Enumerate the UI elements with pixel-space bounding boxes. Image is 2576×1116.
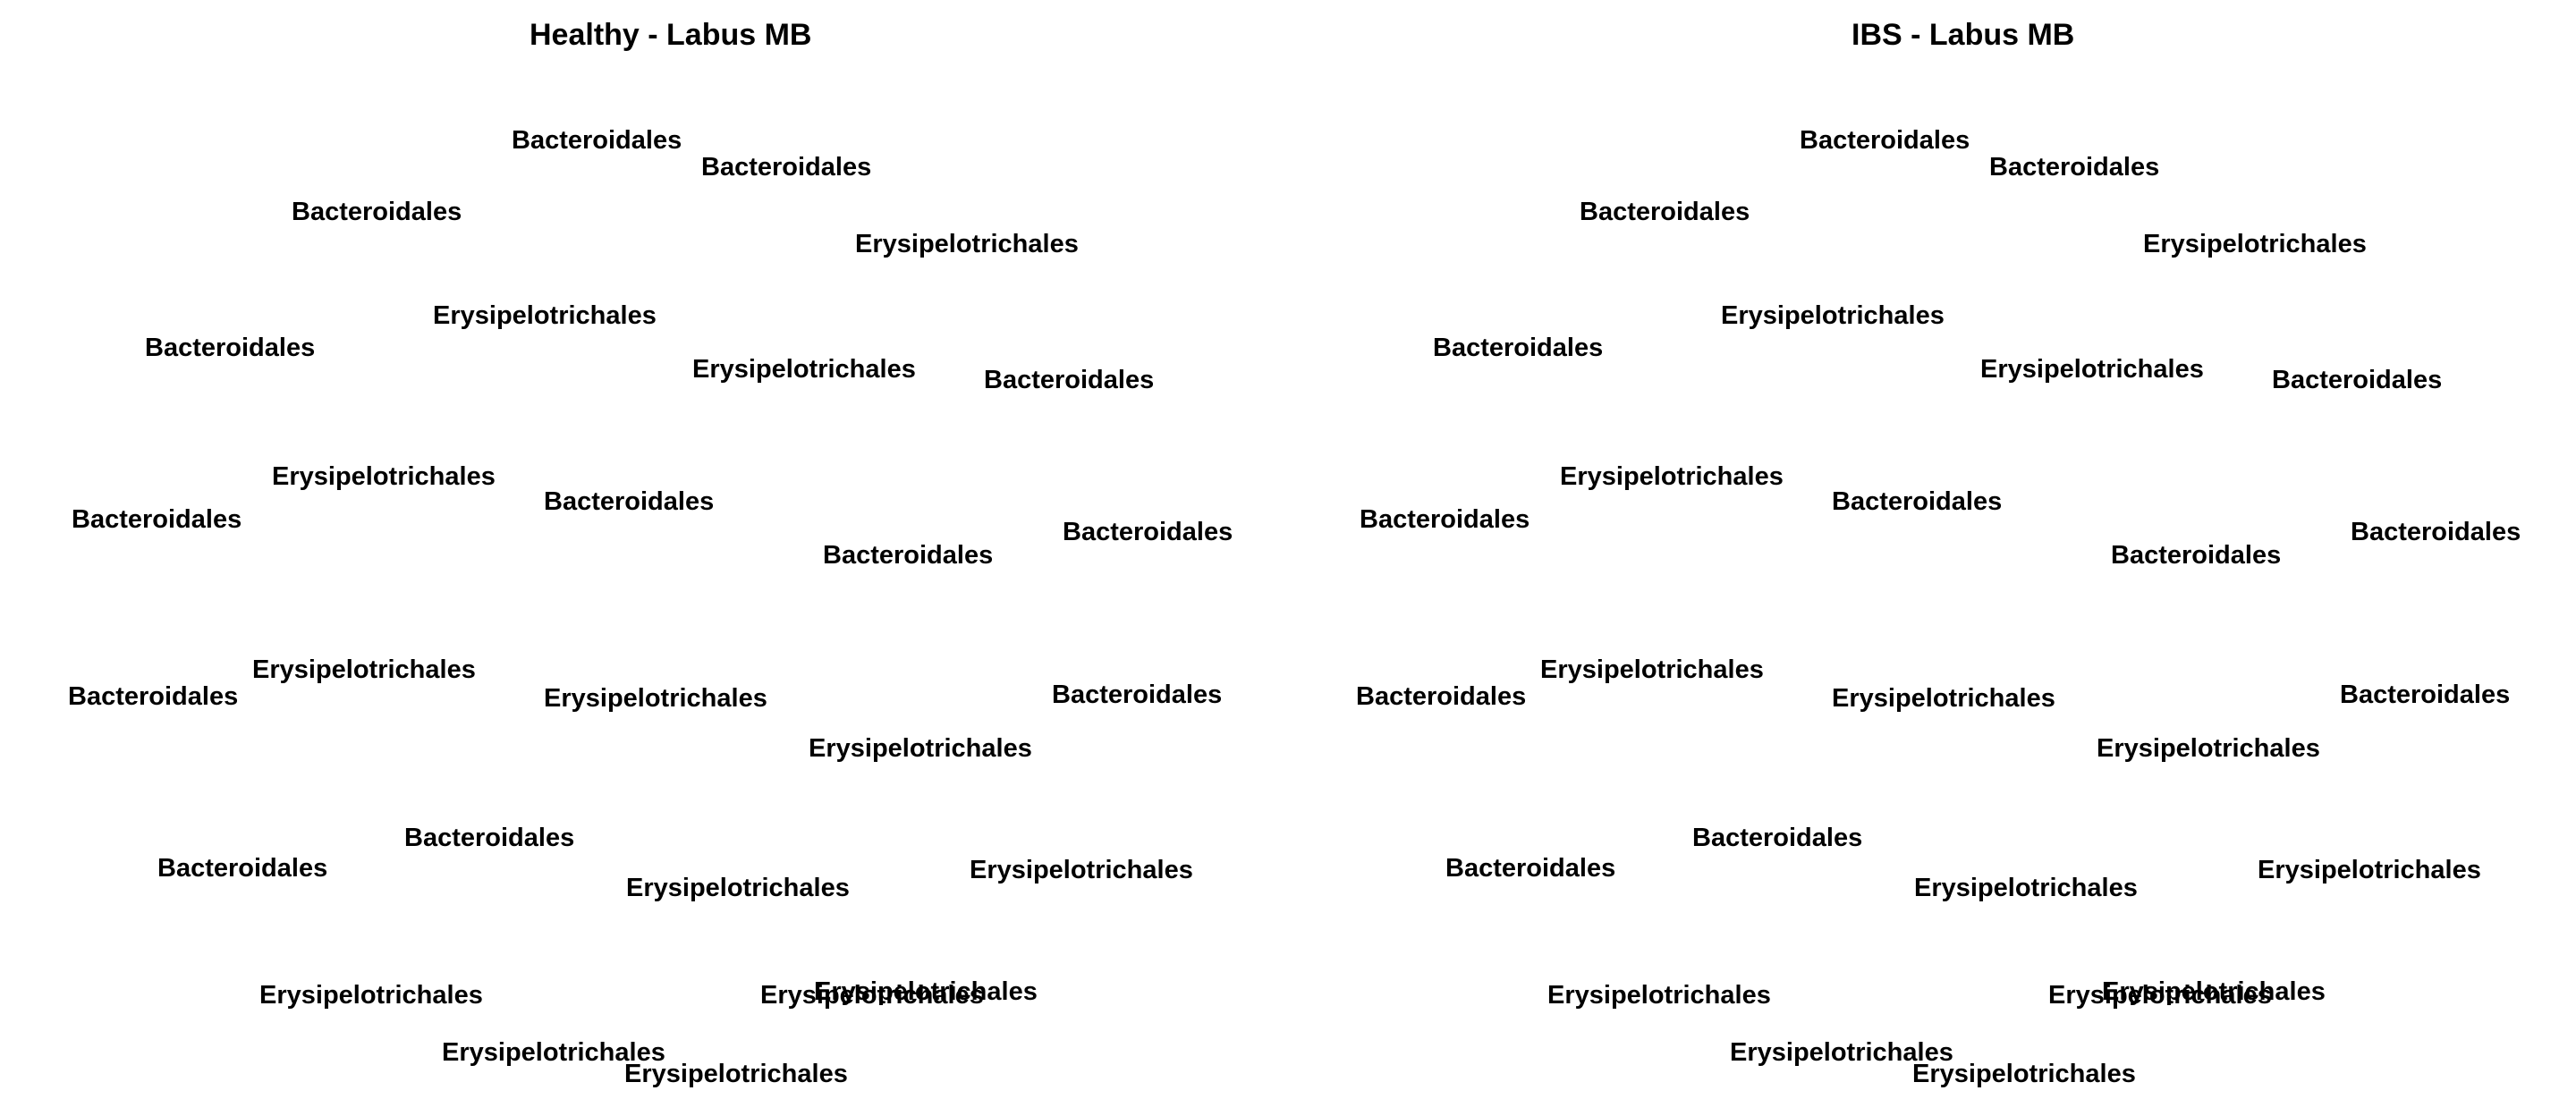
node-label: Erysipelotrichales [1914, 874, 2138, 902]
node-label: Bacteroidales [984, 366, 1155, 394]
node-label: Erysipelotrichales [2143, 230, 2367, 258]
node-label: Bacteroidales [145, 334, 316, 362]
node-label: Erysipelotrichales [1560, 462, 1784, 491]
node-label: Bacteroidales [544, 487, 715, 516]
node-label: Erysipelotrichales [2258, 856, 2481, 884]
node-label: Erysipelotrichales [814, 977, 1038, 1006]
node-label: Bacteroidales [701, 153, 872, 182]
node-label: Erysipelotrichales [259, 981, 483, 1010]
node-label: Bacteroidales [1052, 681, 1223, 709]
panel-title-healthy: Healthy - Labus MB [530, 18, 812, 52]
node-label: Bacteroidales [2351, 518, 2521, 546]
node-label: Erysipelotrichales [2102, 977, 2326, 1006]
node-label: Bacteroidales [2272, 366, 2443, 394]
node-label: Erysipelotrichales [1730, 1038, 1953, 1067]
panel-title-ibs: IBS - Labus MB [1852, 18, 2075, 52]
node-label: Bacteroidales [1580, 198, 1750, 226]
node-label: Erysipelotrichales [855, 230, 1079, 258]
ibs-network-panel: IBS - Labus MB Bacteroidales Bacteroidale… [1288, 0, 2576, 1116]
healthy-network-panel: Healthy - Labus MB Bacteroidales Bacteroi… [68, 18, 1233, 1088]
node-label: Erysipelotrichales [252, 655, 476, 684]
node-label: Erysipelotrichales [1540, 655, 1764, 684]
node-label: Erysipelotrichales [809, 734, 1032, 763]
node-label: Erysipelotrichales [1912, 1060, 2136, 1088]
node-label: Bacteroidales [1063, 518, 1233, 546]
node-label: Erysipelotrichales [760, 981, 984, 1010]
node-label: Bacteroidales [2111, 541, 2282, 570]
node-label: Bacteroidales [823, 541, 994, 570]
node-label: Bacteroidales [1989, 153, 2160, 182]
node-label: Erysipelotrichales [2048, 981, 2272, 1010]
node-label: Erysipelotrichales [970, 856, 1193, 884]
node-label: Bacteroidales [1356, 682, 1527, 711]
node-label: Erysipelotrichales [1832, 684, 2055, 713]
node-label: Bacteroidales [68, 682, 239, 711]
node-label: Bacteroidales [1433, 334, 1604, 362]
node-label: Erysipelotrichales [692, 355, 916, 384]
node-label: Erysipelotrichales [433, 301, 657, 330]
node-label: Bacteroidales [1800, 126, 1970, 155]
node-label: Erysipelotrichales [624, 1060, 848, 1088]
node-label: Erysipelotrichales [1721, 301, 1945, 330]
node-label: Bacteroidales [157, 854, 328, 883]
node-label: Bacteroidales [404, 824, 575, 852]
node-label: Bacteroidales [1692, 824, 1863, 852]
node-label: Erysipelotrichales [626, 874, 850, 902]
node-label: Bacteroidales [1360, 505, 1530, 534]
node-label: Erysipelotrichales [272, 462, 496, 491]
node-label: Bacteroidales [72, 505, 242, 534]
node-label: Bacteroidales [1832, 487, 2003, 516]
node-label: Bacteroidales [1445, 854, 1616, 883]
node-label: Bacteroidales [2340, 681, 2511, 709]
node-label: Erysipelotrichales [442, 1038, 665, 1067]
node-label: Bacteroidales [292, 198, 462, 226]
node-label: Erysipelotrichales [1547, 981, 1771, 1010]
node-label: Erysipelotrichales [2097, 734, 2320, 763]
node-label: Bacteroidales [512, 126, 682, 155]
node-label: Erysipelotrichales [544, 684, 767, 713]
node-label: Erysipelotrichales [1980, 355, 2204, 384]
